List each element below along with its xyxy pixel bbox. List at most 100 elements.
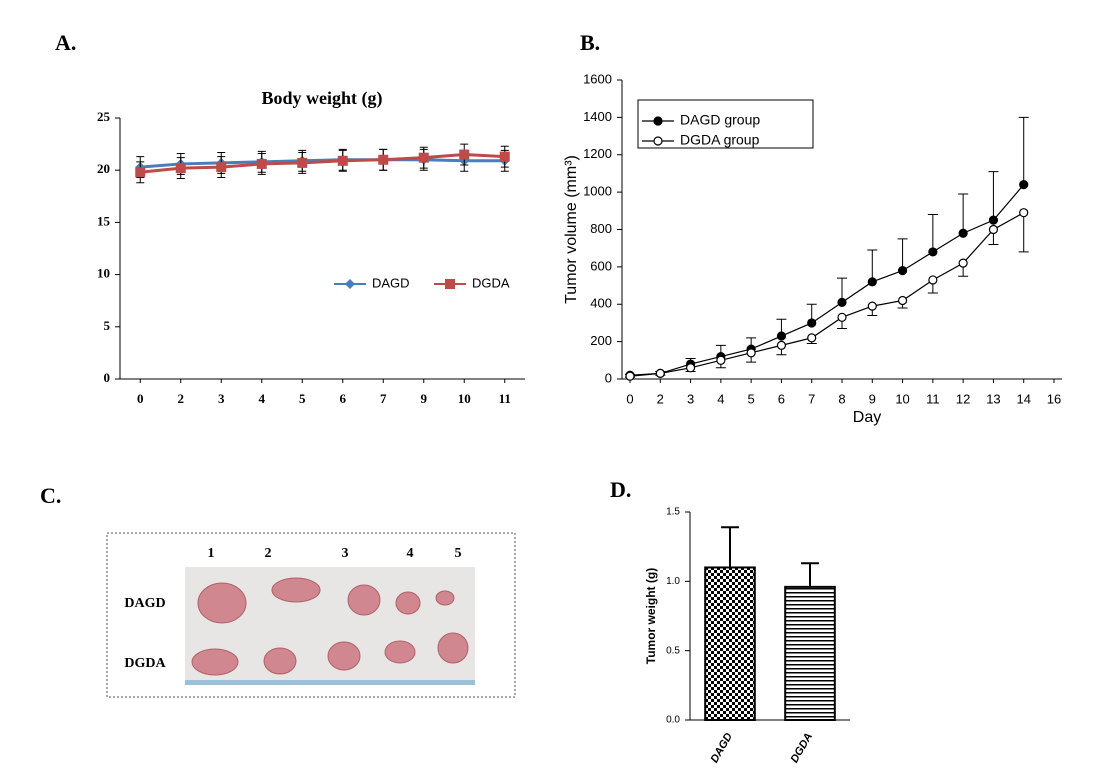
y-tick-label: 1400 [583, 109, 612, 124]
legend-label: DGDA group [680, 132, 760, 148]
x-tick-label: 12 [956, 391, 970, 406]
chart-title: Body weight (g) [262, 88, 383, 109]
marker [746, 348, 756, 358]
x-tick-label: 16 [1047, 391, 1061, 406]
x-tick-label: 3 [218, 391, 225, 406]
y-tick-label: 15 [97, 213, 111, 228]
y-tick-label: 1000 [583, 184, 612, 199]
marker [216, 162, 227, 173]
panel-label: C. [40, 483, 61, 508]
marker [378, 154, 389, 165]
marker [897, 295, 908, 306]
x-tick-label: 13 [986, 391, 1000, 406]
photo-column-label: 5 [455, 546, 462, 561]
panel-label: D. [610, 477, 631, 502]
bar [704, 566, 756, 722]
series-line [140, 158, 505, 169]
marker [988, 224, 999, 235]
photo-column-label: 3 [342, 546, 349, 561]
x-tick-label: 9 [869, 391, 876, 406]
marker [988, 215, 999, 225]
marker [337, 155, 348, 166]
x-tick-label: 11 [926, 391, 940, 406]
marker [1019, 208, 1029, 218]
x-tick-label: 3 [687, 391, 694, 406]
error-bar [988, 171, 999, 221]
y-tick-label: 20 [97, 161, 110, 176]
x-tick-label: 10 [458, 391, 471, 406]
legend-marker [445, 279, 455, 289]
marker [837, 312, 847, 322]
photo-ruler [185, 680, 475, 685]
error-bar [958, 193, 969, 234]
photo-row-label: DGDA [124, 656, 166, 671]
y-axis-label: Tumor volume (mm³) [563, 155, 580, 304]
photo-column-label: 1 [208, 546, 215, 561]
x-axis-label: Day [853, 409, 881, 426]
x-tick-label: 5 [299, 391, 306, 406]
x-tick-label: 7 [808, 391, 815, 406]
x-tick-label: 7 [380, 391, 387, 406]
error-bar [1018, 212, 1029, 253]
y-tick-label: 25 [97, 109, 111, 124]
marker [685, 363, 696, 373]
legend-marker [653, 136, 663, 146]
y-tick-label: 1.5 [666, 507, 680, 518]
error-bar [721, 526, 739, 568]
marker [297, 157, 308, 168]
y-axis-label: Tumor weight (g) [644, 568, 658, 664]
marker [958, 228, 968, 238]
error-bar [867, 249, 878, 282]
x-tick-label: 5 [748, 391, 755, 406]
x-tick-label: 0 [626, 391, 633, 406]
x-tick-label: 6 [778, 391, 785, 406]
marker [867, 301, 877, 311]
x-tick-label: 0 [137, 391, 144, 406]
legend-label: DGDA [472, 275, 510, 290]
marker [175, 163, 186, 174]
x-tick-label: 4 [717, 391, 724, 406]
photo-column-label: 2 [265, 546, 272, 561]
y-tick-label: 0 [104, 370, 111, 385]
legend-marker [653, 116, 663, 126]
legend-box [637, 99, 814, 149]
marker [418, 152, 429, 163]
photo-column-label: 4 [407, 546, 414, 561]
marker [776, 331, 787, 341]
marker [655, 368, 665, 378]
marker [928, 247, 938, 257]
error-bar [927, 214, 938, 252]
x-tick-label: 4 [259, 391, 266, 406]
y-tick-label: 0.5 [666, 645, 680, 656]
photo-panel: C. 1 2 3 4 5 DAGD DGDA [40, 483, 516, 698]
x-tick-label: DAGD [709, 731, 736, 765]
series-line [629, 212, 1025, 377]
y-tick-label: 1.0 [666, 576, 680, 587]
series-line [140, 153, 505, 174]
x-tick-label: 14 [1016, 391, 1030, 406]
marker [1019, 180, 1029, 190]
legend-label: DAGD group [680, 112, 760, 128]
y-tick-label: 200 [590, 333, 612, 348]
panel-label: A. [55, 30, 76, 55]
bar [784, 585, 836, 721]
marker [716, 355, 726, 365]
y-tick-label: 5 [104, 318, 111, 333]
x-tick-label: 2 [657, 391, 664, 406]
y-tick-label: 800 [590, 221, 612, 236]
x-tick-label: 9 [421, 391, 428, 406]
legend-marker [345, 279, 355, 289]
marker [837, 297, 847, 307]
y-tick-label: 10 [97, 266, 110, 281]
panel-label: B. [580, 30, 600, 55]
legend-label: DAGD [372, 275, 410, 290]
error-bar [897, 238, 908, 271]
error-bar [1018, 116, 1029, 185]
x-tick-label: DGDA [789, 731, 816, 765]
photo-frame [106, 532, 516, 698]
x-tick-label: 6 [340, 391, 347, 406]
series-line [629, 184, 1025, 376]
x-tick-label: 2 [178, 391, 185, 406]
marker [256, 158, 267, 169]
y-tick-label: 1600 [583, 71, 612, 86]
